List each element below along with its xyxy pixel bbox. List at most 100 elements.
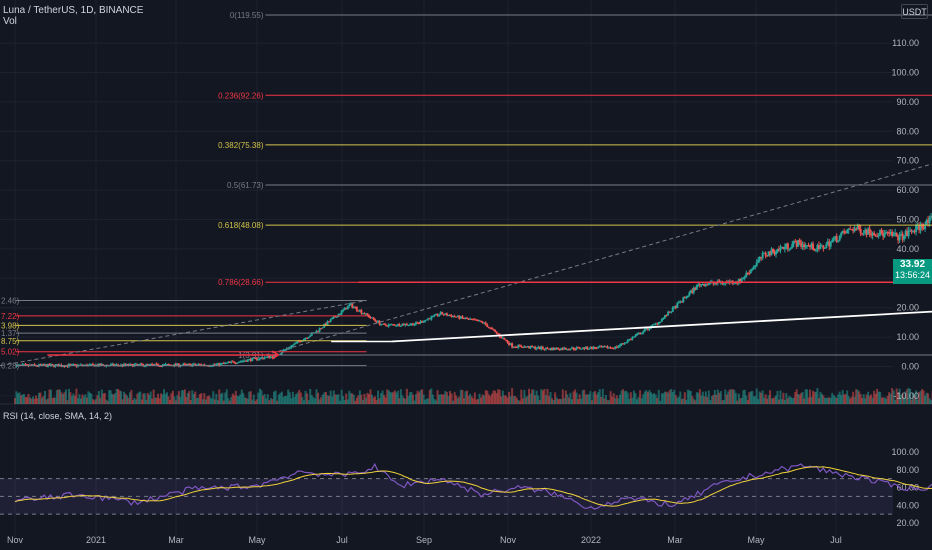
- candle-body: [27, 364, 30, 366]
- volume-bar: [712, 394, 715, 404]
- volume-bar: [722, 399, 725, 404]
- volume-bar: [928, 398, 931, 404]
- volume-bar: [752, 396, 755, 404]
- volume-bar: [60, 392, 63, 404]
- candle-body: [511, 343, 514, 348]
- time-axis-label: Mar: [667, 535, 683, 545]
- volume-bar: [310, 395, 313, 404]
- candle-body: [115, 364, 118, 366]
- candle-body: [369, 317, 372, 319]
- candle-body: [532, 346, 535, 348]
- bar-countdown: 13:56:24: [894, 270, 931, 280]
- volume-bar: [427, 398, 430, 404]
- fib-level-label: 7.22): [1, 312, 20, 321]
- candle-body: [701, 283, 704, 285]
- volume-bar: [404, 398, 407, 404]
- volume-bar: [682, 398, 685, 404]
- volume-bar: [168, 399, 171, 404]
- volume-bar: [746, 400, 749, 404]
- candle-body: [19, 364, 22, 366]
- candle-body: [280, 352, 283, 354]
- candle-body: [427, 318, 430, 320]
- candle-body: [340, 310, 343, 314]
- volume-bar: [640, 398, 643, 404]
- volume-bar: [506, 397, 509, 404]
- volume-bar: [418, 392, 421, 404]
- volume-bar: [520, 389, 523, 404]
- candle-body: [572, 347, 575, 350]
- volume-bar: [891, 388, 894, 404]
- candle-body: [117, 364, 120, 366]
- volume-bar: [515, 397, 518, 404]
- fib-level-label: 0.28): [1, 362, 20, 371]
- currency-button[interactable]: USDT: [901, 4, 928, 19]
- volume-bar: [769, 390, 772, 404]
- candle-body: [598, 346, 601, 348]
- price-axis-label: 60.00: [896, 185, 919, 195]
- volume-bar: [43, 390, 46, 404]
- candle-body: [615, 346, 618, 348]
- candle-body: [48, 364, 51, 366]
- volume-bar: [803, 398, 806, 404]
- candle-body: [903, 235, 906, 240]
- volume-bar: [201, 399, 204, 404]
- candle-body: [168, 364, 171, 366]
- candle-body: [487, 327, 490, 329]
- candle-body: [152, 364, 155, 366]
- volume-bar: [680, 399, 683, 404]
- volume-bar: [639, 390, 642, 404]
- candle-body: [360, 310, 363, 314]
- volume-bar: [472, 398, 475, 404]
- candle-body: [112, 363, 115, 366]
- candle-body: [130, 363, 133, 365]
- candle-body: [215, 364, 218, 366]
- volume-bar: [18, 392, 21, 404]
- volume-bar: [473, 392, 476, 404]
- candle-body: [847, 228, 850, 230]
- candle-body: [25, 364, 28, 366]
- candle-body: [886, 232, 889, 234]
- candle-body: [273, 355, 276, 358]
- candle-body: [231, 361, 234, 363]
- candle-body: [258, 357, 261, 360]
- candle-body: [874, 235, 877, 237]
- volume-bar: [637, 396, 640, 404]
- candle-body: [329, 319, 332, 322]
- volume-bar: [131, 399, 134, 404]
- volume-bar: [91, 399, 94, 404]
- volume-bar: [912, 392, 915, 404]
- volume-bar: [814, 391, 817, 404]
- volume-bar: [462, 398, 465, 404]
- candle-body: [506, 340, 509, 343]
- volume-bar: [581, 390, 584, 404]
- candle-body: [458, 315, 461, 319]
- candle-body: [227, 361, 230, 363]
- volume-bar: [81, 394, 84, 404]
- volume-bar: [645, 390, 648, 404]
- volume-bar: [252, 394, 255, 404]
- volume-bar: [614, 398, 617, 404]
- candle-body: [177, 363, 180, 367]
- candle-body: [617, 346, 620, 348]
- volume-bar: [210, 398, 213, 404]
- candle-body: [418, 322, 421, 324]
- candle-body: [486, 324, 489, 328]
- candle-body: [584, 346, 587, 349]
- volume-bar: [551, 398, 554, 404]
- candle-body: [481, 321, 484, 323]
- volume-bar: [828, 397, 831, 404]
- candle-body: [632, 336, 635, 338]
- volume-bar: [329, 390, 332, 404]
- volume-bar: [380, 393, 383, 404]
- candle-body: [566, 349, 569, 351]
- volume-bar: [321, 394, 324, 404]
- candle-body: [748, 272, 751, 274]
- volume-bar: [861, 397, 864, 404]
- volume-bar: [671, 391, 674, 404]
- volume-bar: [546, 388, 549, 404]
- candle-body: [757, 259, 760, 263]
- candle-body: [608, 347, 611, 349]
- volume-bar: [395, 392, 398, 404]
- candle-body: [640, 333, 643, 335]
